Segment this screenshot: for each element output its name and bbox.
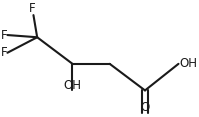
Text: OH: OH	[63, 79, 82, 91]
Text: F: F	[29, 2, 35, 15]
Text: F: F	[1, 46, 7, 59]
Text: O: O	[140, 101, 150, 114]
Text: OH: OH	[179, 57, 197, 70]
Text: F: F	[1, 29, 7, 42]
